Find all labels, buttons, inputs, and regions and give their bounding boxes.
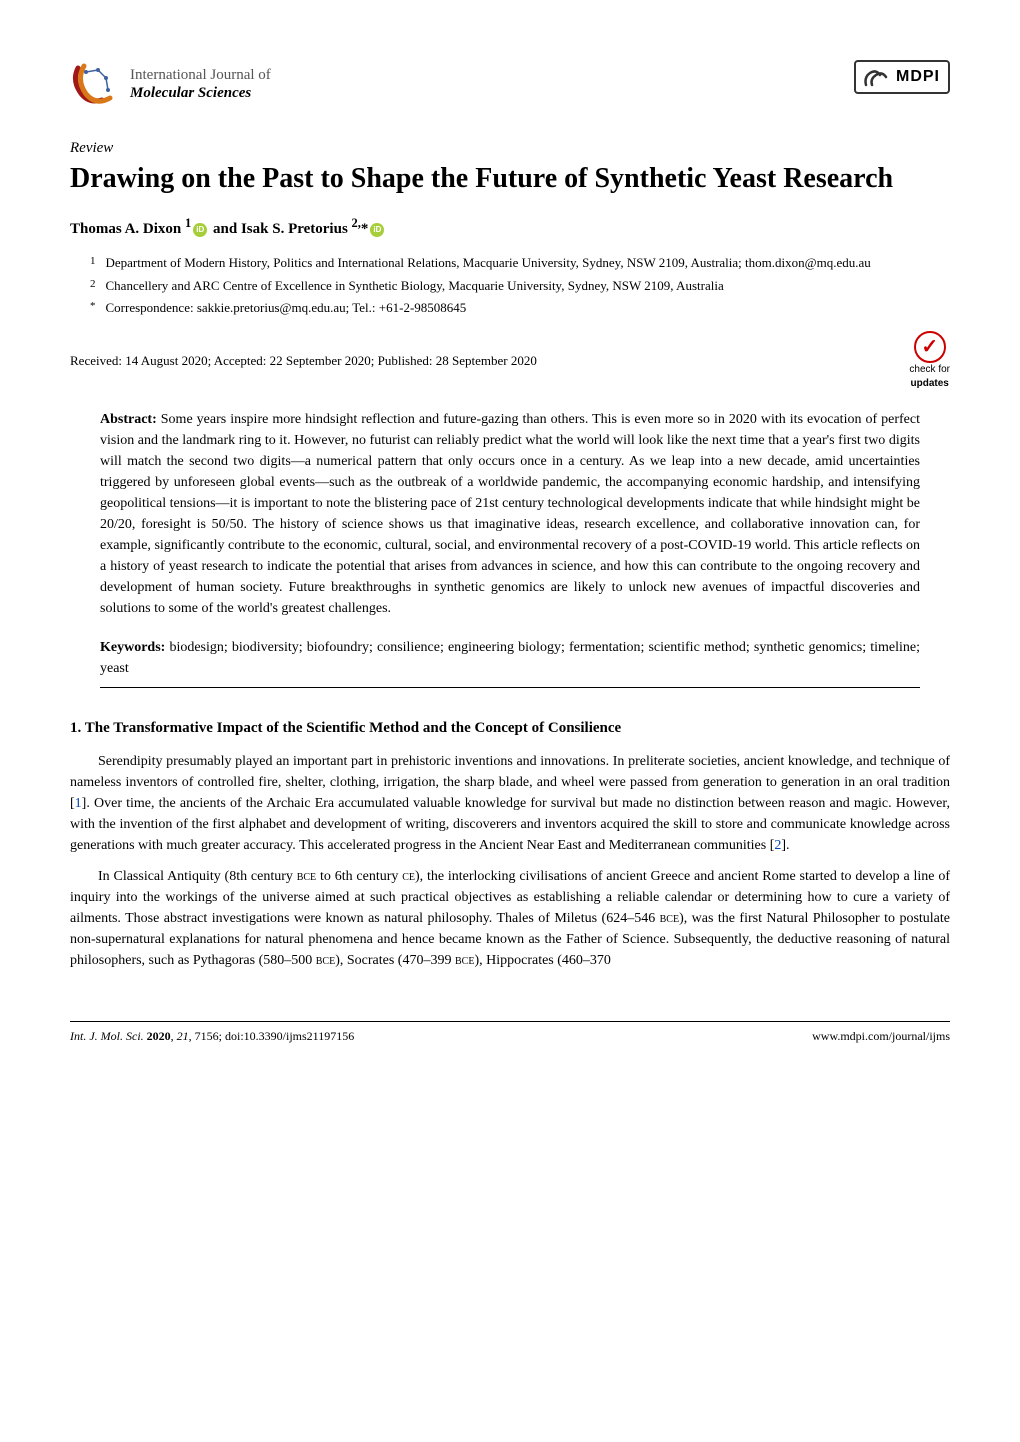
mdpi-text: MDPI (896, 66, 940, 88)
review-label: Review (70, 138, 950, 159)
journal-logo-block: International Journal of Molecular Scien… (70, 60, 271, 108)
affiliation-item: 2Chancellery and ARC Centre of Excellenc… (90, 277, 950, 295)
ijms-logo-icon (70, 60, 118, 108)
journal-name-line1: International Journal of (130, 66, 271, 84)
dates-row: Received: 14 August 2020; Accepted: 22 S… (70, 331, 950, 391)
body-paragraph-1: Serendipity presumably played an importa… (70, 751, 950, 856)
keywords-text: biodesign; biodiversity; biofoundry; con… (100, 640, 920, 676)
footer-right-link[interactable]: www.mdpi.com/journal/ijms (812, 1028, 950, 1045)
divider (100, 687, 920, 688)
footer-left: Int. J. Mol. Sci. 2020, 21, 7156; doi:10… (70, 1028, 354, 1045)
dates-text: Received: 14 August 2020; Accepted: 22 S… (70, 352, 537, 370)
updates-line1: check for (909, 363, 950, 377)
orcid-icon (370, 223, 384, 237)
mdpi-swirl-icon (864, 67, 892, 87)
journal-name: International Journal of Molecular Scien… (130, 66, 271, 102)
body-paragraph-2: In Classical Antiquity (8th century bce … (70, 866, 950, 971)
mdpi-logo[interactable]: MDPI (854, 60, 950, 94)
article-title: Drawing on the Past to Shape the Future … (70, 161, 950, 197)
abstract-text: Some years inspire more hindsight reflec… (100, 412, 920, 616)
abstract: Abstract: Some years inspire more hindsi… (100, 409, 920, 619)
section-1-heading: 1. The Transformative Impact of the Scie… (70, 718, 950, 739)
header-row: International Journal of Molecular Scien… (70, 60, 950, 108)
journal-name-line2: Molecular Sciences (130, 84, 271, 102)
keywords-label: Keywords: (100, 640, 165, 655)
ref-link-1[interactable]: 1 (75, 796, 82, 811)
affiliation-item: *Correspondence: sakkie.pretorius@mq.edu… (90, 299, 950, 317)
keywords: Keywords: biodesign; biodiversity; biofo… (100, 637, 920, 679)
updates-line2: updates (911, 377, 949, 391)
check-updates-icon (914, 331, 946, 363)
check-updates-badge[interactable]: check for updates (909, 331, 950, 391)
affiliations: 1Department of Modern History, Politics … (70, 254, 950, 317)
abstract-label: Abstract: (100, 412, 157, 427)
authors: Thomas A. Dixon 1 and Isak S. Pretorius … (70, 215, 950, 240)
footer: Int. J. Mol. Sci. 2020, 21, 7156; doi:10… (70, 1021, 950, 1045)
affiliation-item: 1Department of Modern History, Politics … (90, 254, 950, 272)
orcid-icon (193, 223, 207, 237)
